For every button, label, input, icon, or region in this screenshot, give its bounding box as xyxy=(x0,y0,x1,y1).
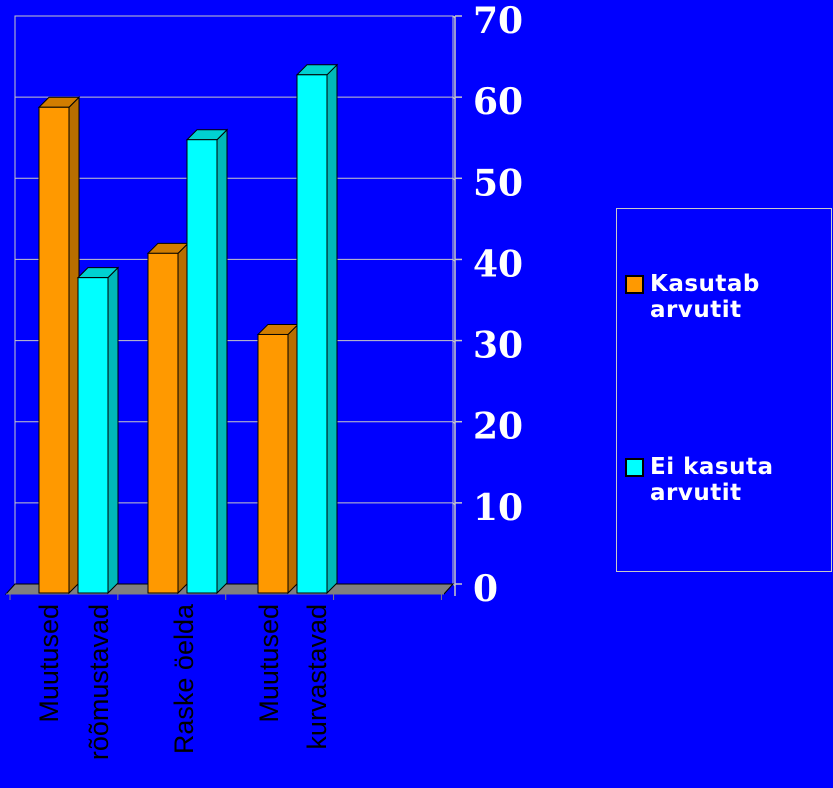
x-tick-label: kurvastavad xyxy=(302,604,332,750)
legend-swatch-kasutab xyxy=(625,275,644,294)
y-tick-label: 0 xyxy=(473,568,498,610)
x-tick-label: Raske öelda xyxy=(169,603,199,754)
bar-side xyxy=(216,128,228,595)
legend-item-ei-kasuta: Ei kasuta arvutit xyxy=(625,454,833,506)
y-tick-label: 60 xyxy=(473,81,523,123)
bar-side xyxy=(107,266,119,595)
bar-front xyxy=(38,106,70,594)
y-tick-label: 10 xyxy=(473,487,523,529)
legend-label-kasutab: Kasutab arvutit xyxy=(650,271,760,323)
bar-side xyxy=(326,63,338,595)
y-tick-label: 40 xyxy=(473,243,523,285)
x-tick-label: rõõmustavad xyxy=(84,604,114,760)
bar-front xyxy=(186,139,218,594)
legend: Kasutab arvutit Ei kasuta arvutit xyxy=(616,208,832,572)
y-tick-label: 20 xyxy=(473,406,523,448)
y-tick-label: 50 xyxy=(473,162,523,204)
bar-front xyxy=(257,333,289,594)
legend-swatch-ei-kasuta xyxy=(625,458,644,477)
y-tick-label: 70 xyxy=(473,0,523,42)
bar-front xyxy=(296,74,328,594)
y-tick-label: 30 xyxy=(473,325,523,367)
bar-front xyxy=(77,277,109,594)
bar-front xyxy=(147,252,179,594)
legend-label-ei-kasuta: Ei kasuta arvutit xyxy=(650,454,774,506)
x-tick-label: Muutused xyxy=(254,604,284,723)
x-tick-label: Muutused xyxy=(34,604,64,723)
legend-item-kasutab: Kasutab arvutit xyxy=(625,271,833,323)
